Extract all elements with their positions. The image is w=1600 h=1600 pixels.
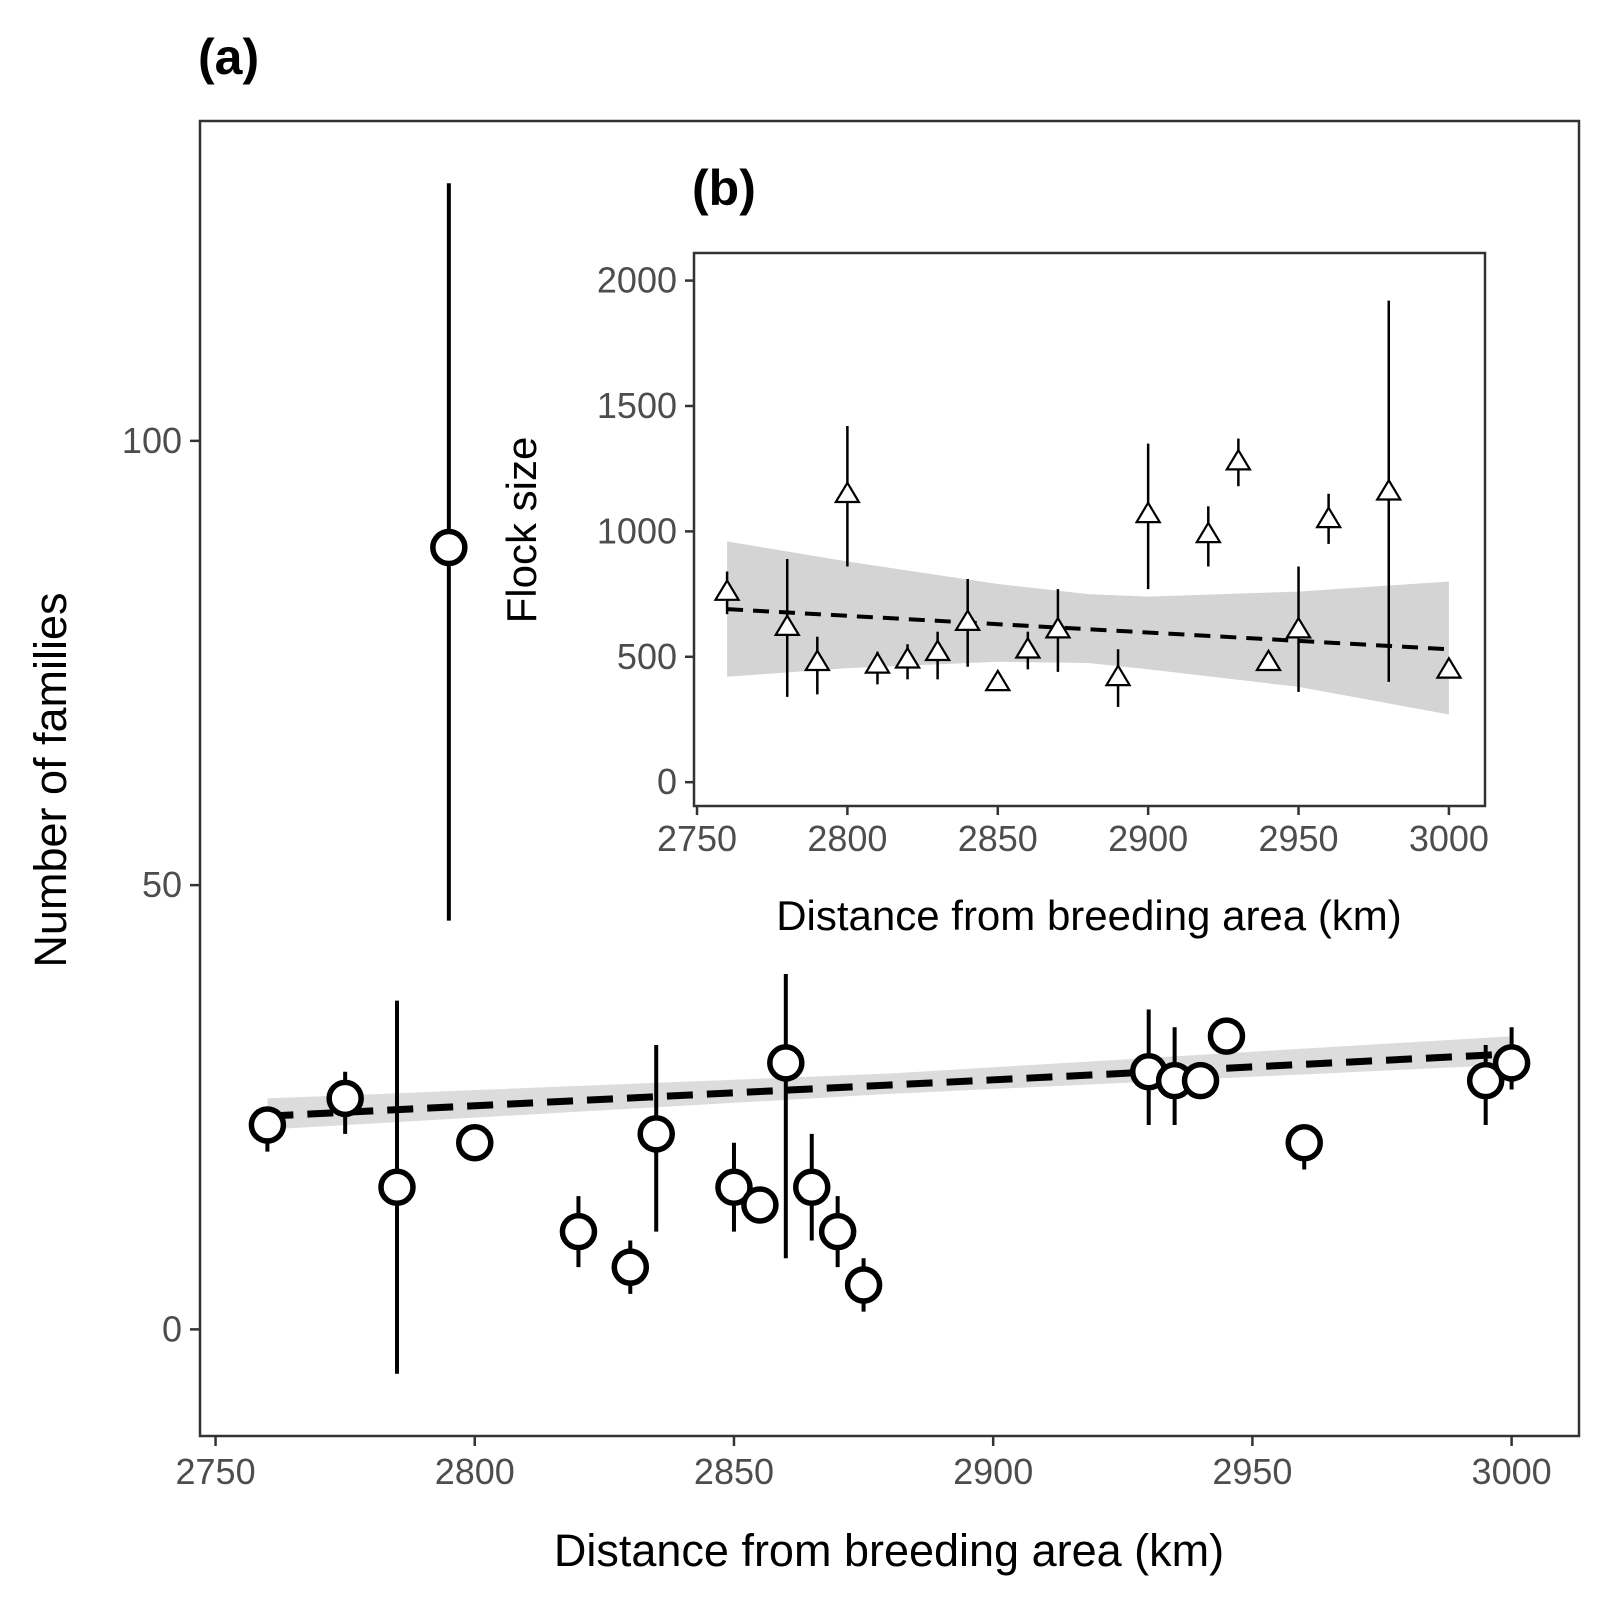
panel-b-point-10	[1044, 616, 1072, 639]
panel-b-point-18	[1375, 478, 1403, 501]
panel-b-y-tick-label-1: 500	[617, 636, 677, 677]
panel-b-x-tick-label-1: 2800	[807, 818, 887, 859]
panel-b-x-tick-label-3: 2900	[1108, 818, 1188, 859]
panel-a-point-2	[378, 1168, 416, 1206]
panel-a-x-tick-label-5: 3000	[1472, 1451, 1552, 1492]
panel-b-point-16	[1285, 616, 1313, 639]
panel-b-point-12	[1134, 500, 1162, 524]
panel-a-point-13	[430, 528, 468, 567]
panel-b-point-layer	[713, 448, 1463, 692]
panel-a: (a) 2750 2800 2850 2900 2950 3000 0 50 100 Dist…	[25, 29, 1581, 1576]
panel-b-point-19	[1435, 656, 1463, 679]
panel-a-x-tick-label-2: 2850	[694, 1451, 774, 1492]
panel-a-x-tick-label-0: 2750	[176, 1451, 256, 1492]
panel-a-point-20	[1492, 1044, 1531, 1082]
panel-b-point-2	[803, 648, 831, 672]
panel-b-trend-line	[726, 607, 1450, 652]
panel-a-x-axis-title: Distance from breeding area (km)	[554, 1525, 1224, 1576]
panel-b-point-13	[1194, 520, 1222, 544]
panel-b-y-tick-label-3: 1500	[597, 385, 677, 426]
panel-a-point-18	[1285, 1124, 1323, 1162]
panel-a-x-axis: 2750 2800 2850 2900 2950 3000	[176, 1436, 1552, 1492]
panel-a-point-12	[844, 1266, 883, 1304]
panel-b-y-tick-label-2: 1000	[597, 510, 677, 551]
panel-a-x-tick-label-4: 2950	[1212, 1451, 1292, 1492]
panel-b-point-17	[1315, 505, 1343, 529]
panel-a-point-16	[1181, 1061, 1220, 1100]
panel-b-point-4	[863, 651, 891, 674]
panel-b: (b) 2750 2800 2850 2900 2950 3000 0 500 1000 150…	[498, 155, 1506, 950]
panel-b-point-7	[954, 608, 982, 632]
panel-a-point-1	[326, 1079, 364, 1118]
panel-b-label: (b)	[692, 160, 756, 216]
panel-b-point-5	[894, 646, 922, 669]
panel-b-point-6	[924, 638, 952, 662]
panel-b-point-0	[713, 578, 741, 601]
panel-b-y-tick-label-4: 2000	[597, 260, 677, 301]
panel-b-y-axis: 0 500 1000 1500 2000	[597, 260, 694, 802]
panel-b-x-axis: 2750 2800 2850 2900 2950 3000	[657, 806, 1489, 859]
panel-a-point-17	[1207, 1017, 1246, 1055]
panel-b-background	[666, 155, 1506, 950]
panel-b-point-11	[1104, 663, 1132, 687]
panel-a-point-8	[741, 1186, 779, 1224]
panel-b-point-3	[833, 480, 861, 504]
panel-a-x-tick-label-3: 2900	[953, 1451, 1033, 1492]
panel-a-point-3	[456, 1124, 494, 1162]
panel-b-x-tick-label-5: 3000	[1409, 818, 1489, 859]
panel-b-point-9	[1014, 636, 1042, 659]
panel-a-y-tick-label-1: 50	[142, 864, 182, 905]
panel-b-point-15	[1254, 648, 1282, 672]
panel-a-point-11	[818, 1212, 857, 1251]
panel-b-frame	[692, 251, 1487, 808]
panel-a-frame	[198, 119, 1581, 1438]
panel-a-y-axis-title: Number of families	[25, 592, 76, 967]
panel-b-x-tick-label-0: 2750	[657, 818, 737, 859]
panel-b-y-tick-label-0: 0	[657, 761, 677, 802]
panel-a-point-0	[248, 1106, 287, 1144]
panel-b-point-8	[984, 668, 1012, 692]
panel-a-trend-line	[267, 1050, 1512, 1120]
panel-b-confidence-ribbon	[727, 541, 1449, 715]
panel-b-x-tick-label-2: 2850	[958, 818, 1038, 859]
panel-b-point-14	[1224, 448, 1252, 471]
panel-a-point-7	[715, 1168, 753, 1206]
panel-a-point-5	[611, 1248, 650, 1286]
panel-a-point-10	[792, 1168, 831, 1206]
panel-a-point-layer	[248, 528, 1531, 1304]
panel-a-point-4	[559, 1212, 598, 1251]
panel-a-point-19	[1466, 1061, 1505, 1100]
panel-b-x-tick-label-4: 2950	[1258, 818, 1338, 859]
panel-a-point-9	[767, 1044, 805, 1082]
panel-b-trend-layer	[726, 607, 1450, 652]
panel-a-point-6	[637, 1115, 675, 1153]
panel-a-label: (a)	[198, 29, 259, 85]
panel-a-y-tick-label-0: 0	[162, 1308, 182, 1349]
panel-b-ribbon-layer	[727, 541, 1449, 715]
panel-a-trend-layer	[267, 1050, 1512, 1120]
panel-a-y-tick-label-2: 100	[122, 420, 182, 461]
panel-b-y-axis-title: Flock size	[498, 437, 545, 624]
panel-a-x-tick-label-1: 2800	[435, 1451, 515, 1492]
panel-b-x-axis-title: Distance from breeding area (km)	[776, 892, 1402, 939]
panel-a-y-axis: 0 50 100	[122, 420, 200, 1349]
panel-b-point-1	[773, 613, 801, 637]
